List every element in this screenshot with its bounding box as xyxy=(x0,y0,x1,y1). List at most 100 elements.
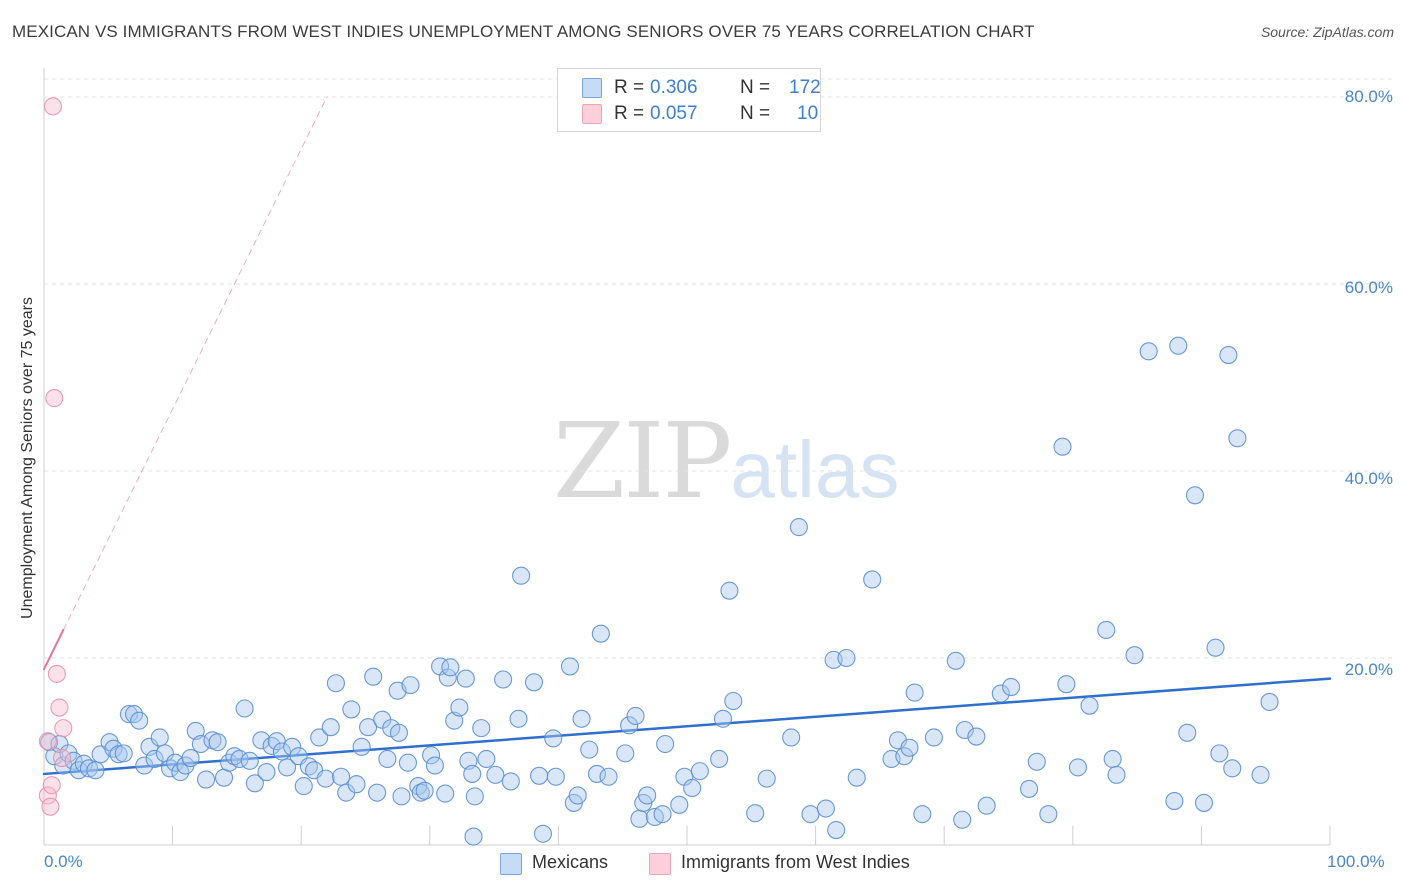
point-mexicans xyxy=(524,673,544,692)
point-mexicans xyxy=(104,739,123,758)
point-west-indies xyxy=(47,664,66,683)
point-west-indies xyxy=(38,786,57,805)
point-mexicans xyxy=(710,749,729,769)
data-points xyxy=(38,97,1279,846)
point-west-indies xyxy=(41,797,60,816)
point-mexicans xyxy=(924,728,943,747)
y-tick-label: 40.0% xyxy=(1344,469,1393,488)
y-axis-label: Unemployment Among Seniors over 75 years xyxy=(19,297,36,619)
point-mexicans xyxy=(342,700,361,719)
point-mexicans xyxy=(827,820,846,840)
point-mexicans xyxy=(572,709,591,728)
point-mexicans xyxy=(130,711,149,730)
point-mexicans xyxy=(1260,692,1279,711)
point-west-indies xyxy=(50,698,69,717)
point-mexicans xyxy=(294,777,313,796)
point-mexicans xyxy=(1097,620,1116,640)
point-mexicans xyxy=(757,769,776,788)
point-mexicans xyxy=(587,764,607,783)
point-mexicans xyxy=(1139,342,1158,361)
point-mexicans xyxy=(240,751,259,770)
legend-n-label: N = xyxy=(740,103,771,124)
y-tick-label: 80.0% xyxy=(1344,87,1393,106)
point-mexicans xyxy=(724,691,743,711)
point-mexicans xyxy=(208,733,227,752)
point-mexicans xyxy=(1027,752,1046,771)
point-mexicans xyxy=(145,749,164,769)
point-mexicans xyxy=(620,716,639,735)
point-mexicans xyxy=(626,706,645,726)
point-mexicans xyxy=(591,624,610,643)
point-mexicans xyxy=(415,781,434,800)
point-mexicans xyxy=(257,763,276,782)
gridlines xyxy=(44,78,1394,659)
point-mexicans xyxy=(86,761,105,780)
point-mexicans xyxy=(509,709,528,728)
point-mexicans xyxy=(1107,765,1126,784)
point-mexicans xyxy=(847,768,866,787)
point-mexicans xyxy=(1165,792,1184,811)
point-mexicans xyxy=(364,667,383,686)
point-mexicans xyxy=(425,756,444,775)
legend-swatch-blue xyxy=(582,78,602,98)
point-mexicans xyxy=(119,705,138,724)
trend-lines xyxy=(42,96,1332,776)
point-mexicans xyxy=(683,778,702,798)
point-mexicans xyxy=(392,787,411,806)
y-tick-label: 20.0% xyxy=(1344,660,1393,679)
point-mexicans xyxy=(568,786,587,805)
point-mexicans xyxy=(465,787,484,806)
point-west-indies xyxy=(54,719,73,738)
point-mexicans xyxy=(456,669,475,688)
point-mexicans xyxy=(1125,646,1144,665)
point-mexicans xyxy=(1002,677,1021,697)
legend-n-label: N = xyxy=(740,77,771,98)
point-mexicans xyxy=(109,745,128,764)
point-mexicans xyxy=(464,827,483,846)
legend-n-value: 172 xyxy=(789,77,821,98)
watermark: ZIPatlas xyxy=(553,400,899,522)
point-mexicans xyxy=(946,651,965,670)
point-mexicans xyxy=(1080,696,1099,715)
point-mexicans xyxy=(1039,805,1058,824)
point-mexicans xyxy=(544,729,563,748)
point-mexicans xyxy=(801,805,820,824)
point-mexicans xyxy=(905,683,924,702)
point-mexicans xyxy=(670,795,689,814)
point-mexicans xyxy=(463,764,482,783)
x-tick-label: 0.0% xyxy=(44,852,83,871)
point-mexicans xyxy=(283,737,302,756)
point-mexicans xyxy=(252,731,271,750)
legend-r-value: 0.306 xyxy=(650,77,698,98)
point-mexicans xyxy=(1219,346,1238,365)
point-mexicans xyxy=(326,674,345,693)
point-mexicans xyxy=(1228,429,1247,448)
point-mexicans xyxy=(235,699,254,718)
point-mexicans xyxy=(533,824,553,843)
point-mexicans xyxy=(955,720,974,740)
point-mexicans xyxy=(953,810,972,829)
point-mexicans xyxy=(347,775,366,794)
point-mexicans xyxy=(359,718,378,737)
point-mexicans xyxy=(422,746,441,765)
point-mexicans xyxy=(546,767,565,786)
watermark-zip: ZIP xyxy=(553,400,732,522)
point-mexicans xyxy=(441,658,460,677)
point-mexicans xyxy=(378,749,397,769)
point-mexicans xyxy=(310,728,329,747)
point-mexicans xyxy=(352,737,371,756)
point-mexicans xyxy=(321,718,340,737)
point-mexicans xyxy=(486,765,505,784)
point-mexicans xyxy=(656,734,675,754)
point-mexicans xyxy=(472,719,491,738)
legend-r-label: R = xyxy=(614,103,645,124)
point-mexicans xyxy=(436,784,455,803)
point-mexicans xyxy=(1068,758,1087,777)
trend-line-extrapolated xyxy=(43,96,328,670)
point-mexicans xyxy=(316,769,335,788)
point-mexicans xyxy=(196,770,216,789)
point-mexicans xyxy=(450,698,469,717)
point-mexicans xyxy=(1251,765,1270,784)
point-mexicans xyxy=(837,648,856,668)
